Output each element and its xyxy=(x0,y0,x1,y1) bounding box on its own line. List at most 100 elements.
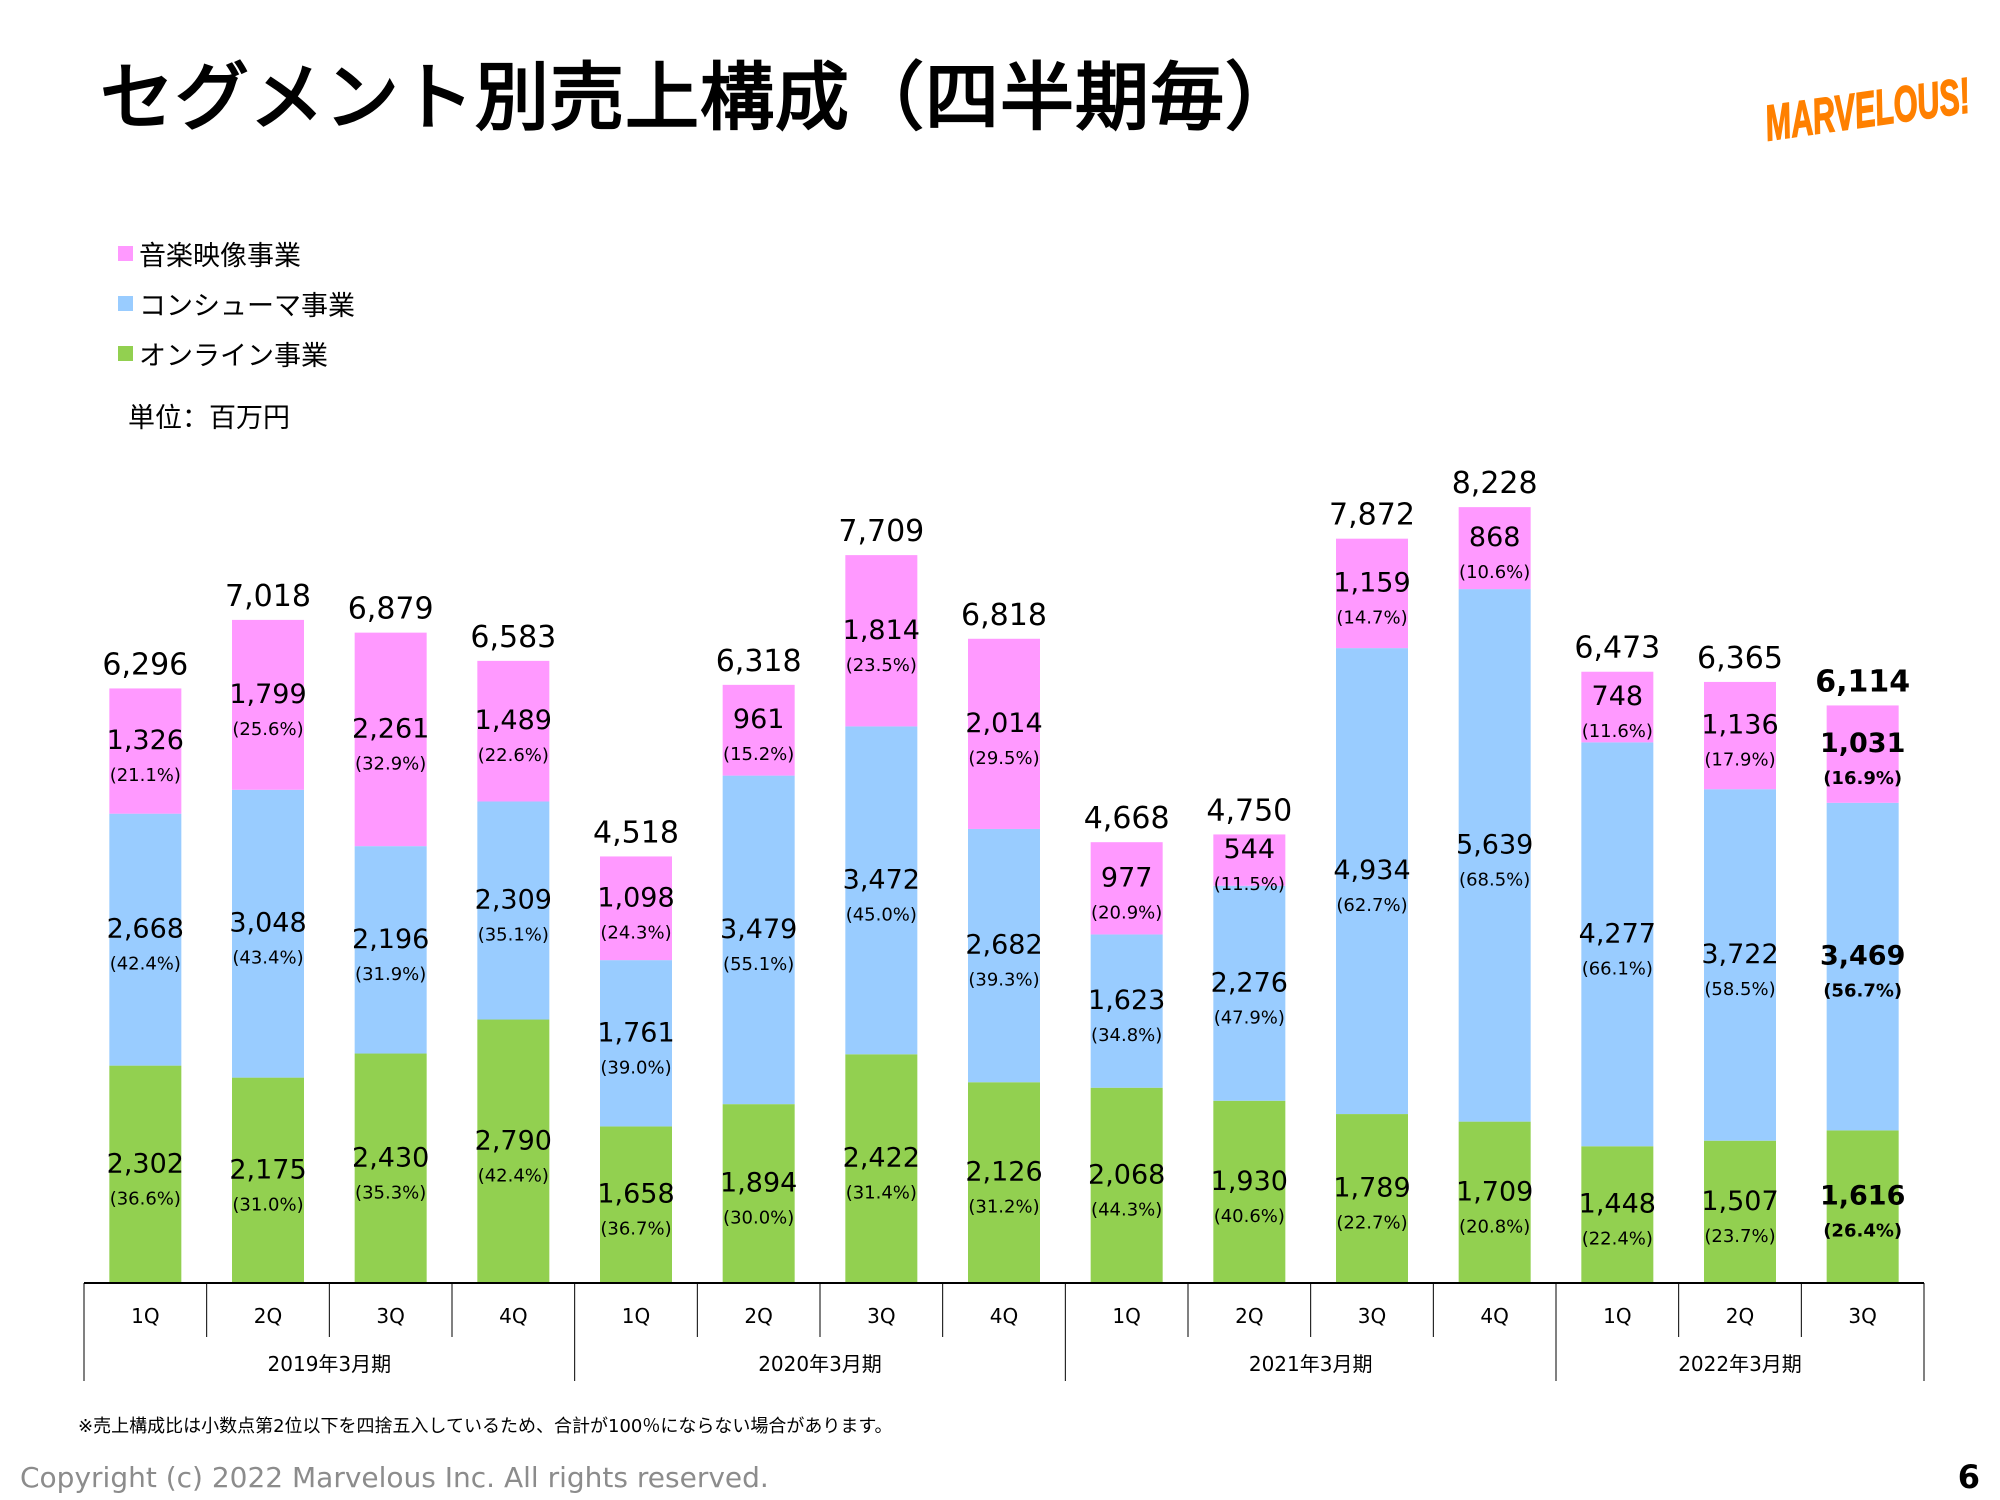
percent-label-consumer: (62.7%) xyxy=(1336,895,1407,916)
copyright: Copyright (c) 2022 Marvelous Inc. All ri… xyxy=(20,1461,769,1494)
bar-segment-consumer xyxy=(1336,648,1408,1115)
percent-label-consumer: (43.4%) xyxy=(232,948,303,969)
bar-segment-consumer xyxy=(1090,934,1163,1088)
percent-label-online: (20.8%) xyxy=(1459,1216,1530,1237)
value-label-online: 1,709 xyxy=(1456,1176,1533,1207)
value-label-consumer: 3,722 xyxy=(1701,939,1778,970)
value-label-music: 1,136 xyxy=(1701,710,1778,741)
value-label-online: 2,126 xyxy=(965,1157,1042,1188)
bar-segment-music xyxy=(1336,538,1408,649)
value-label-online: 2,430 xyxy=(352,1142,429,1173)
stacked-bar-chart: 2,302 (36.6%) 2,668 (42.4%) 1,326 (21.1%) 6,29… xyxy=(83,466,1925,1381)
percent-label-online: (31.2%) xyxy=(968,1197,1039,1218)
value-label-music: 544 xyxy=(1224,834,1276,865)
value-label-consumer: 4,277 xyxy=(1579,918,1656,949)
percent-label-online: (31.0%) xyxy=(232,1194,303,1215)
value-label-consumer: 5,639 xyxy=(1456,829,1533,860)
percent-label-music: (32.9%) xyxy=(355,753,426,774)
total-label: 6,473 xyxy=(1574,631,1660,666)
bar-segment-online xyxy=(109,1065,182,1283)
percent-label-online: (23.7%) xyxy=(1704,1226,1775,1247)
percent-label-music: (11.6%) xyxy=(1582,721,1653,742)
value-label-music: 2,261 xyxy=(352,713,429,744)
x-tick-label: 2Q xyxy=(744,1304,772,1328)
group-label: 2019年3月期 xyxy=(268,1352,392,1376)
total-label: 6,114 xyxy=(1815,664,1910,699)
group-label: 2022年3月期 xyxy=(1678,1352,1802,1376)
percent-label-consumer: (58.5%) xyxy=(1704,979,1775,1000)
value-label-music: 868 xyxy=(1469,522,1521,553)
percent-label-music: (16.9%) xyxy=(1823,768,1902,789)
percent-label-online: (40.6%) xyxy=(1214,1206,1285,1227)
bar-segment-consumer xyxy=(1581,742,1654,1147)
percent-label-music: (29.5%) xyxy=(968,748,1039,769)
marvelous-logo: MARVELOUS! xyxy=(1760,52,1980,156)
bar-segment-consumer xyxy=(600,960,672,1127)
bar-segment-music xyxy=(845,555,918,727)
value-label-online: 1,894 xyxy=(720,1168,797,1199)
percent-label-consumer: (45.0%) xyxy=(846,904,917,925)
x-tick-label: 1Q xyxy=(622,1304,650,1328)
value-label-online: 1,789 xyxy=(1333,1173,1410,1204)
value-label-music: 1,098 xyxy=(597,882,674,913)
bar-segment-consumer xyxy=(109,813,182,1066)
bar-segment-consumer xyxy=(477,801,550,1020)
value-label-consumer: 2,196 xyxy=(352,924,429,955)
bar-segment-consumer xyxy=(722,775,795,1105)
bar-segment-consumer xyxy=(845,726,918,1055)
chart-legend: 音楽映像事業 コンシューマ事業 オンライン事業 xyxy=(118,228,355,378)
x-tick-label: 2Q xyxy=(1235,1304,1263,1328)
total-label: 4,668 xyxy=(1084,801,1170,836)
group-label: 2021年3月期 xyxy=(1249,1352,1373,1376)
bar-segment-online xyxy=(1213,1100,1286,1283)
x-tick-label: 2Q xyxy=(1726,1304,1754,1328)
value-label-consumer: 4,934 xyxy=(1333,855,1410,886)
value-label-music: 748 xyxy=(1592,681,1644,712)
percent-label-online: (31.4%) xyxy=(846,1183,917,1204)
percent-label-consumer: (56.7%) xyxy=(1823,981,1902,1002)
bar-segment-consumer xyxy=(232,789,304,1078)
percent-label-consumer: (39.0%) xyxy=(600,1057,671,1078)
percent-label-music: (20.9%) xyxy=(1091,902,1162,923)
x-tick-label: 3Q xyxy=(1848,1304,1876,1328)
bar-segment-online xyxy=(722,1104,795,1283)
value-label-consumer: 1,761 xyxy=(597,1017,674,1048)
total-label: 6,818 xyxy=(961,598,1047,633)
bar-segment-music xyxy=(232,619,304,790)
total-label: 7,709 xyxy=(838,514,924,549)
value-label-consumer: 3,479 xyxy=(720,914,797,945)
x-tick-label: 4Q xyxy=(499,1304,527,1328)
bar-segment-online xyxy=(1336,1114,1408,1283)
percent-label-online: (26.4%) xyxy=(1823,1221,1902,1242)
legend-item-online: オンライン事業 xyxy=(118,328,355,378)
percent-label-online: (36.7%) xyxy=(600,1219,671,1240)
bar-segment-music xyxy=(968,638,1040,829)
legend-label-online: オンライン事業 xyxy=(139,340,328,372)
unit-label: 単位：百万円 xyxy=(128,403,290,434)
value-label-consumer: 2,668 xyxy=(107,914,184,945)
total-label: 6,296 xyxy=(102,647,188,682)
x-tick-label: 4Q xyxy=(990,1304,1018,1328)
value-label-online: 1,507 xyxy=(1701,1186,1778,1217)
percent-label-online: (35.3%) xyxy=(355,1182,426,1203)
x-tick-label: 1Q xyxy=(131,1304,159,1328)
value-label-online: 2,175 xyxy=(229,1154,306,1185)
bar-segment-music xyxy=(1581,671,1654,743)
value-label-consumer: 3,048 xyxy=(229,908,306,939)
total-label: 6,879 xyxy=(348,592,434,627)
bar-segment-music xyxy=(109,688,182,814)
bar-segment-consumer xyxy=(968,828,1040,1083)
bar-segment-consumer xyxy=(1704,789,1776,1141)
percent-label-consumer: (66.1%) xyxy=(1582,958,1653,979)
bar-segment-online xyxy=(232,1077,304,1283)
percent-label-online: (42.4%) xyxy=(478,1165,549,1186)
percent-label-consumer: (42.4%) xyxy=(110,954,181,975)
page-number: 6 xyxy=(1957,1458,1980,1496)
percent-label-consumer: (55.1%) xyxy=(723,954,794,975)
value-label-consumer: 2,309 xyxy=(475,885,552,916)
total-label: 4,518 xyxy=(593,815,679,850)
total-label: 6,318 xyxy=(716,644,802,679)
legend-label-consumer: コンシューマ事業 xyxy=(139,290,355,322)
percent-label-online: (36.6%) xyxy=(110,1188,181,1209)
bar-segment-online xyxy=(1458,1121,1531,1283)
